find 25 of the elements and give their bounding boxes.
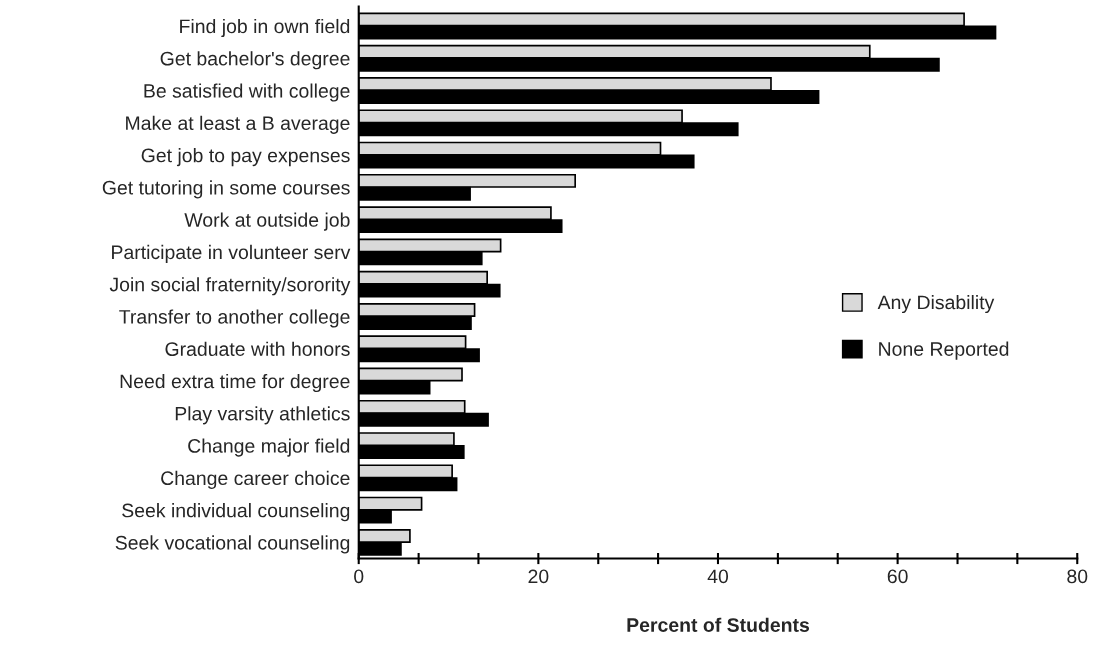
x-tick-label: 60 — [887, 569, 908, 584]
y-tick-label: Work at outside job — [184, 212, 350, 231]
x-axis-title: Percent of Students — [627, 617, 810, 632]
y-tick-label: Make at least a B average — [126, 115, 350, 134]
x-tick-label: 40 — [707, 569, 729, 584]
x-tick-label: 80 — [1067, 569, 1088, 584]
y-tick-label: Join social fraternity/sorority — [109, 277, 351, 296]
y-tick-label: Find job in own field — [180, 18, 350, 38]
y-tick-label: Change major field — [188, 438, 350, 457]
y-tick-label: Seek individual counseling — [122, 503, 350, 522]
y-tick-label: Be satisfied with college — [144, 83, 350, 102]
y-tick-label: Play varsity athletics — [175, 406, 350, 425]
x-tick-label: 0 — [354, 569, 364, 584]
y-tick-label: Change career choice — [161, 470, 350, 489]
y-tick-label: Transfer to another college — [119, 309, 350, 328]
y-tick-label: Get tutoring in some courses — [102, 180, 350, 199]
y-tick-label: Get job to pay expenses — [141, 148, 350, 167]
y-tick-label: Seek vocational counseling — [115, 535, 350, 554]
legend-label: None Reported — [879, 341, 1009, 360]
y-tick-label: Need extra time for degree — [120, 373, 350, 393]
y-tick-label: Get bachelor's degree — [160, 51, 350, 70]
x-tick-label: 20 — [528, 569, 549, 584]
y-tick-label: Graduate with honors — [165, 341, 350, 356]
legend-label: Any Disability — [877, 295, 995, 314]
y-tick-label: Participate in volunteer serv — [112, 244, 351, 263]
